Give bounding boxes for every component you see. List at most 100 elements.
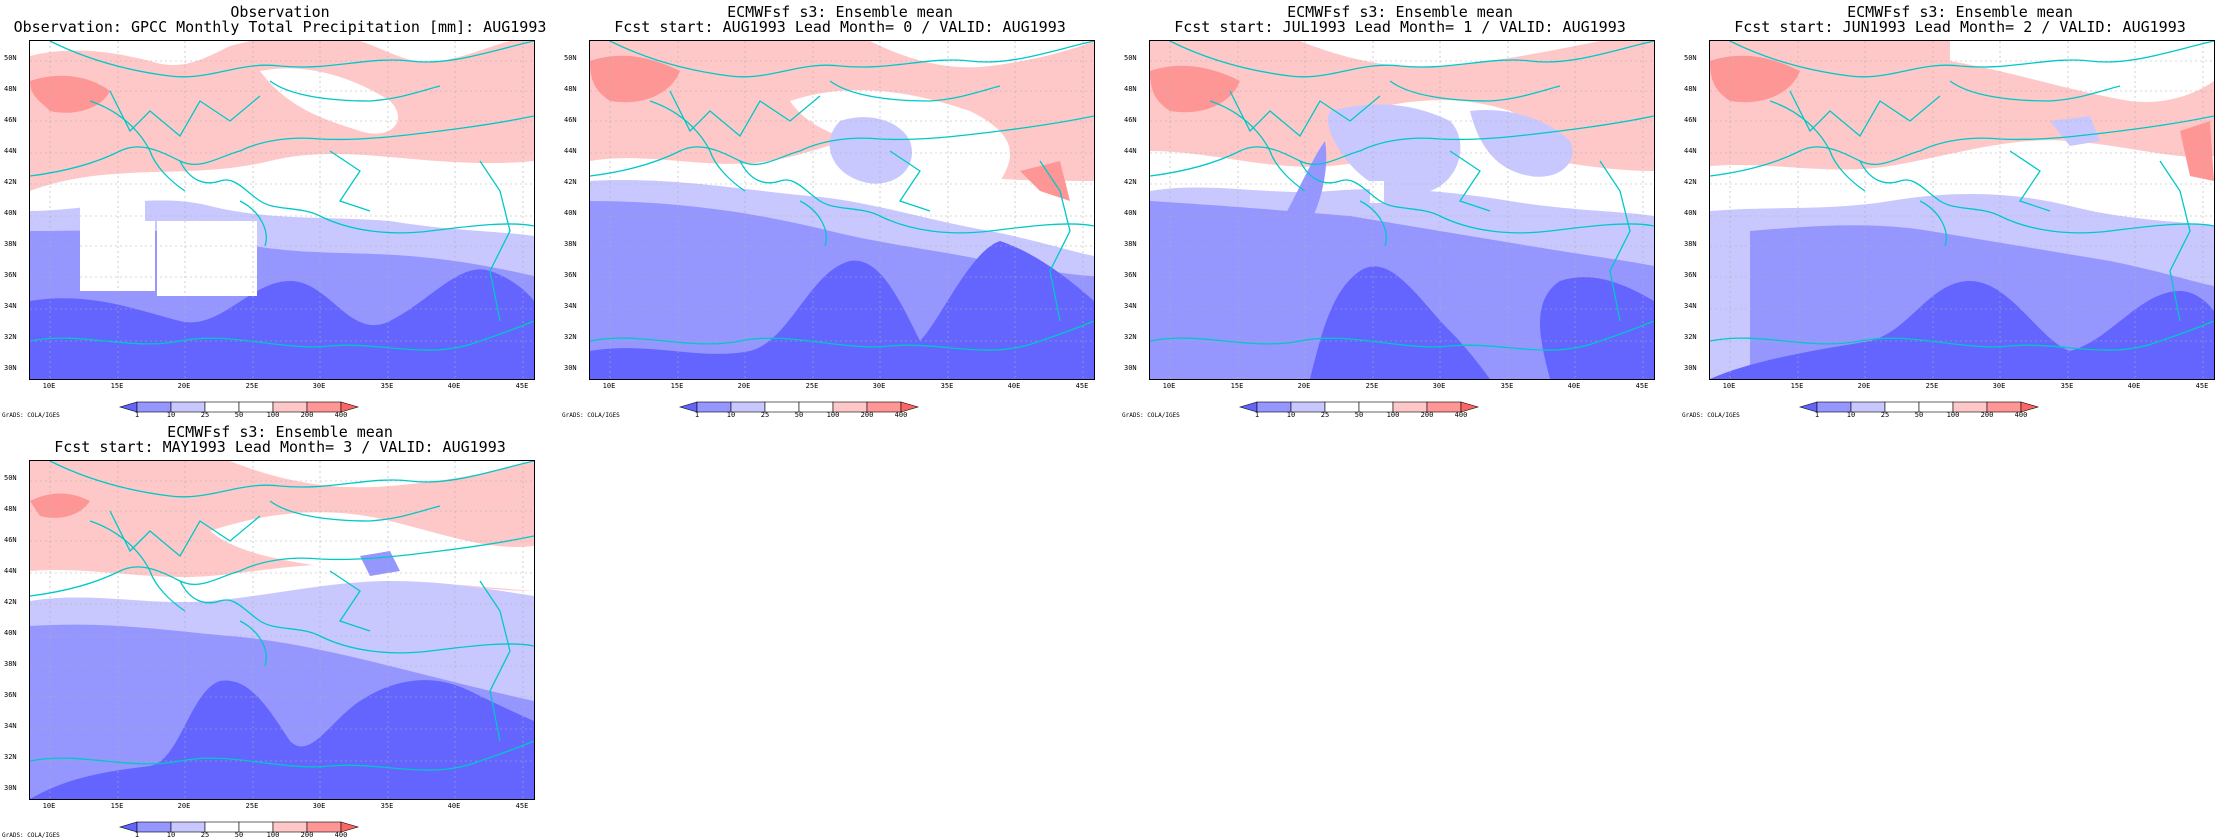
lon-label: 45E (1635, 382, 1649, 390)
lon-label: 40E (1007, 382, 1021, 390)
colorbar-label: 50 (234, 831, 244, 839)
coastlines (30, 461, 534, 771)
colorbar-label: 10 (1286, 411, 1296, 419)
lat-label: 34N (4, 722, 17, 730)
coastlines (590, 41, 1094, 351)
lon-label: 35E (940, 382, 954, 390)
lon-label: 10E (42, 802, 56, 810)
lon-label: 45E (2195, 382, 2209, 390)
lat-label: 44N (1124, 147, 1137, 155)
panel-forecast-lead1: ECMWFsf s3: Ensemble mean Fcst start: JU… (1120, 0, 1680, 420)
colorbar-label: 25 (760, 411, 770, 419)
colorbar-label: 100 (826, 411, 840, 419)
lat-label: 32N (4, 333, 17, 341)
colorbar-label: 200 (300, 411, 314, 419)
lat-label: 50N (1684, 54, 1697, 62)
panel-title: ECMWFsf s3: Ensemble mean (167, 423, 393, 441)
coastlines (1150, 41, 1654, 351)
colorbar-label: 50 (1354, 411, 1364, 419)
colorbar-label: 1 (694, 411, 700, 419)
lon-label: 30E (872, 382, 886, 390)
lat-label: 46N (564, 116, 577, 124)
precip-map (29, 40, 535, 380)
colorbar-label: 100 (1946, 411, 1960, 419)
colorbar-label: 25 (200, 411, 210, 419)
colorbar-label: 400 (334, 411, 348, 419)
colorbar-label: 100 (1386, 411, 1400, 419)
lon-label: 15E (1230, 382, 1244, 390)
lat-label: 48N (4, 505, 17, 513)
lon-label: 45E (515, 382, 529, 390)
precip-shading (1710, 41, 2214, 379)
colorbar (118, 401, 360, 413)
panel-forecast-lead0: ECMWFsf s3: Ensemble mean Fcst start: AU… (560, 0, 1120, 420)
lat-label: 44N (1684, 147, 1697, 155)
colorbar-label: 200 (300, 831, 314, 839)
lon-label: 10E (602, 382, 616, 390)
colorbar-label: 100 (266, 411, 280, 419)
colorbar-label: 50 (234, 411, 244, 419)
lat-label: 40N (4, 209, 17, 217)
lat-label: 50N (564, 54, 577, 62)
lon-label: 10E (1722, 382, 1736, 390)
lat-label: 46N (4, 536, 17, 544)
lon-label: 20E (177, 382, 191, 390)
grid-lines (30, 461, 534, 799)
panel-forecast-lead3: ECMWFsf s3: Ensemble mean Fcst start: MA… (0, 420, 560, 840)
lon-label: 25E (245, 802, 259, 810)
lat-label: 36N (1684, 271, 1697, 279)
lat-label: 46N (4, 116, 17, 124)
lon-label: 45E (1075, 382, 1089, 390)
colorbar-label: 25 (1320, 411, 1330, 419)
lon-label: 30E (1992, 382, 2006, 390)
precip-map (1709, 40, 2215, 380)
lon-label: 10E (1162, 382, 1176, 390)
colorbar-label: 10 (166, 411, 176, 419)
lat-label: 38N (4, 660, 17, 668)
lat-label: 50N (1124, 54, 1137, 62)
lon-label: 25E (1925, 382, 1939, 390)
colorbar-label: 400 (334, 831, 348, 839)
colorbar (1238, 401, 1480, 413)
precip-map (29, 460, 535, 800)
lat-label: 42N (1124, 178, 1137, 186)
colorbar-label: 400 (2014, 411, 2028, 419)
lat-label: 42N (564, 178, 577, 186)
panel-title: ECMWFsf s3: Ensemble mean (727, 3, 953, 21)
colorbar-label: 50 (1914, 411, 1924, 419)
panel-forecast-lead2: ECMWFsf s3: Ensemble mean Fcst start: JU… (1680, 0, 2240, 420)
lat-label: 48N (564, 85, 577, 93)
lon-label: 15E (1790, 382, 1804, 390)
coastlines (30, 41, 534, 351)
colorbar (1798, 401, 2040, 413)
colorbar-label: 1 (1814, 411, 1820, 419)
coastlines (1710, 41, 2214, 351)
colorbar-label: 400 (1454, 411, 1468, 419)
lat-label: 30N (1684, 364, 1697, 372)
grid-lines (1150, 41, 1654, 379)
panel-subtitle: Fcst start: AUG1993 Lead Month= 0 / VALI… (614, 18, 1066, 36)
lat-label: 48N (1684, 85, 1697, 93)
grads-credit: GrADS: COLA/IGES (1122, 412, 1180, 419)
colorbar-label: 200 (1420, 411, 1434, 419)
lat-label: 36N (4, 691, 17, 699)
lat-label: 44N (4, 147, 17, 155)
lon-label: 25E (245, 382, 259, 390)
lat-label: 50N (4, 474, 17, 482)
panel-title: Observation (230, 3, 330, 21)
lat-label: 44N (4, 567, 17, 575)
colorbar (118, 821, 360, 833)
lon-label: 30E (312, 802, 326, 810)
lat-label: 30N (4, 364, 17, 372)
lon-label: 20E (1297, 382, 1311, 390)
lat-label: 36N (564, 271, 577, 279)
lat-label: 34N (1124, 302, 1137, 310)
lat-label: 38N (4, 240, 17, 248)
colorbar-label: 100 (266, 831, 280, 839)
panel-observation: Observation Observation: GPCC Monthly To… (0, 0, 560, 420)
lat-label: 32N (564, 333, 577, 341)
precip-shading (1150, 41, 1654, 379)
lat-label: 36N (4, 271, 17, 279)
grid-lines (1710, 41, 2214, 379)
lat-label: 38N (564, 240, 577, 248)
